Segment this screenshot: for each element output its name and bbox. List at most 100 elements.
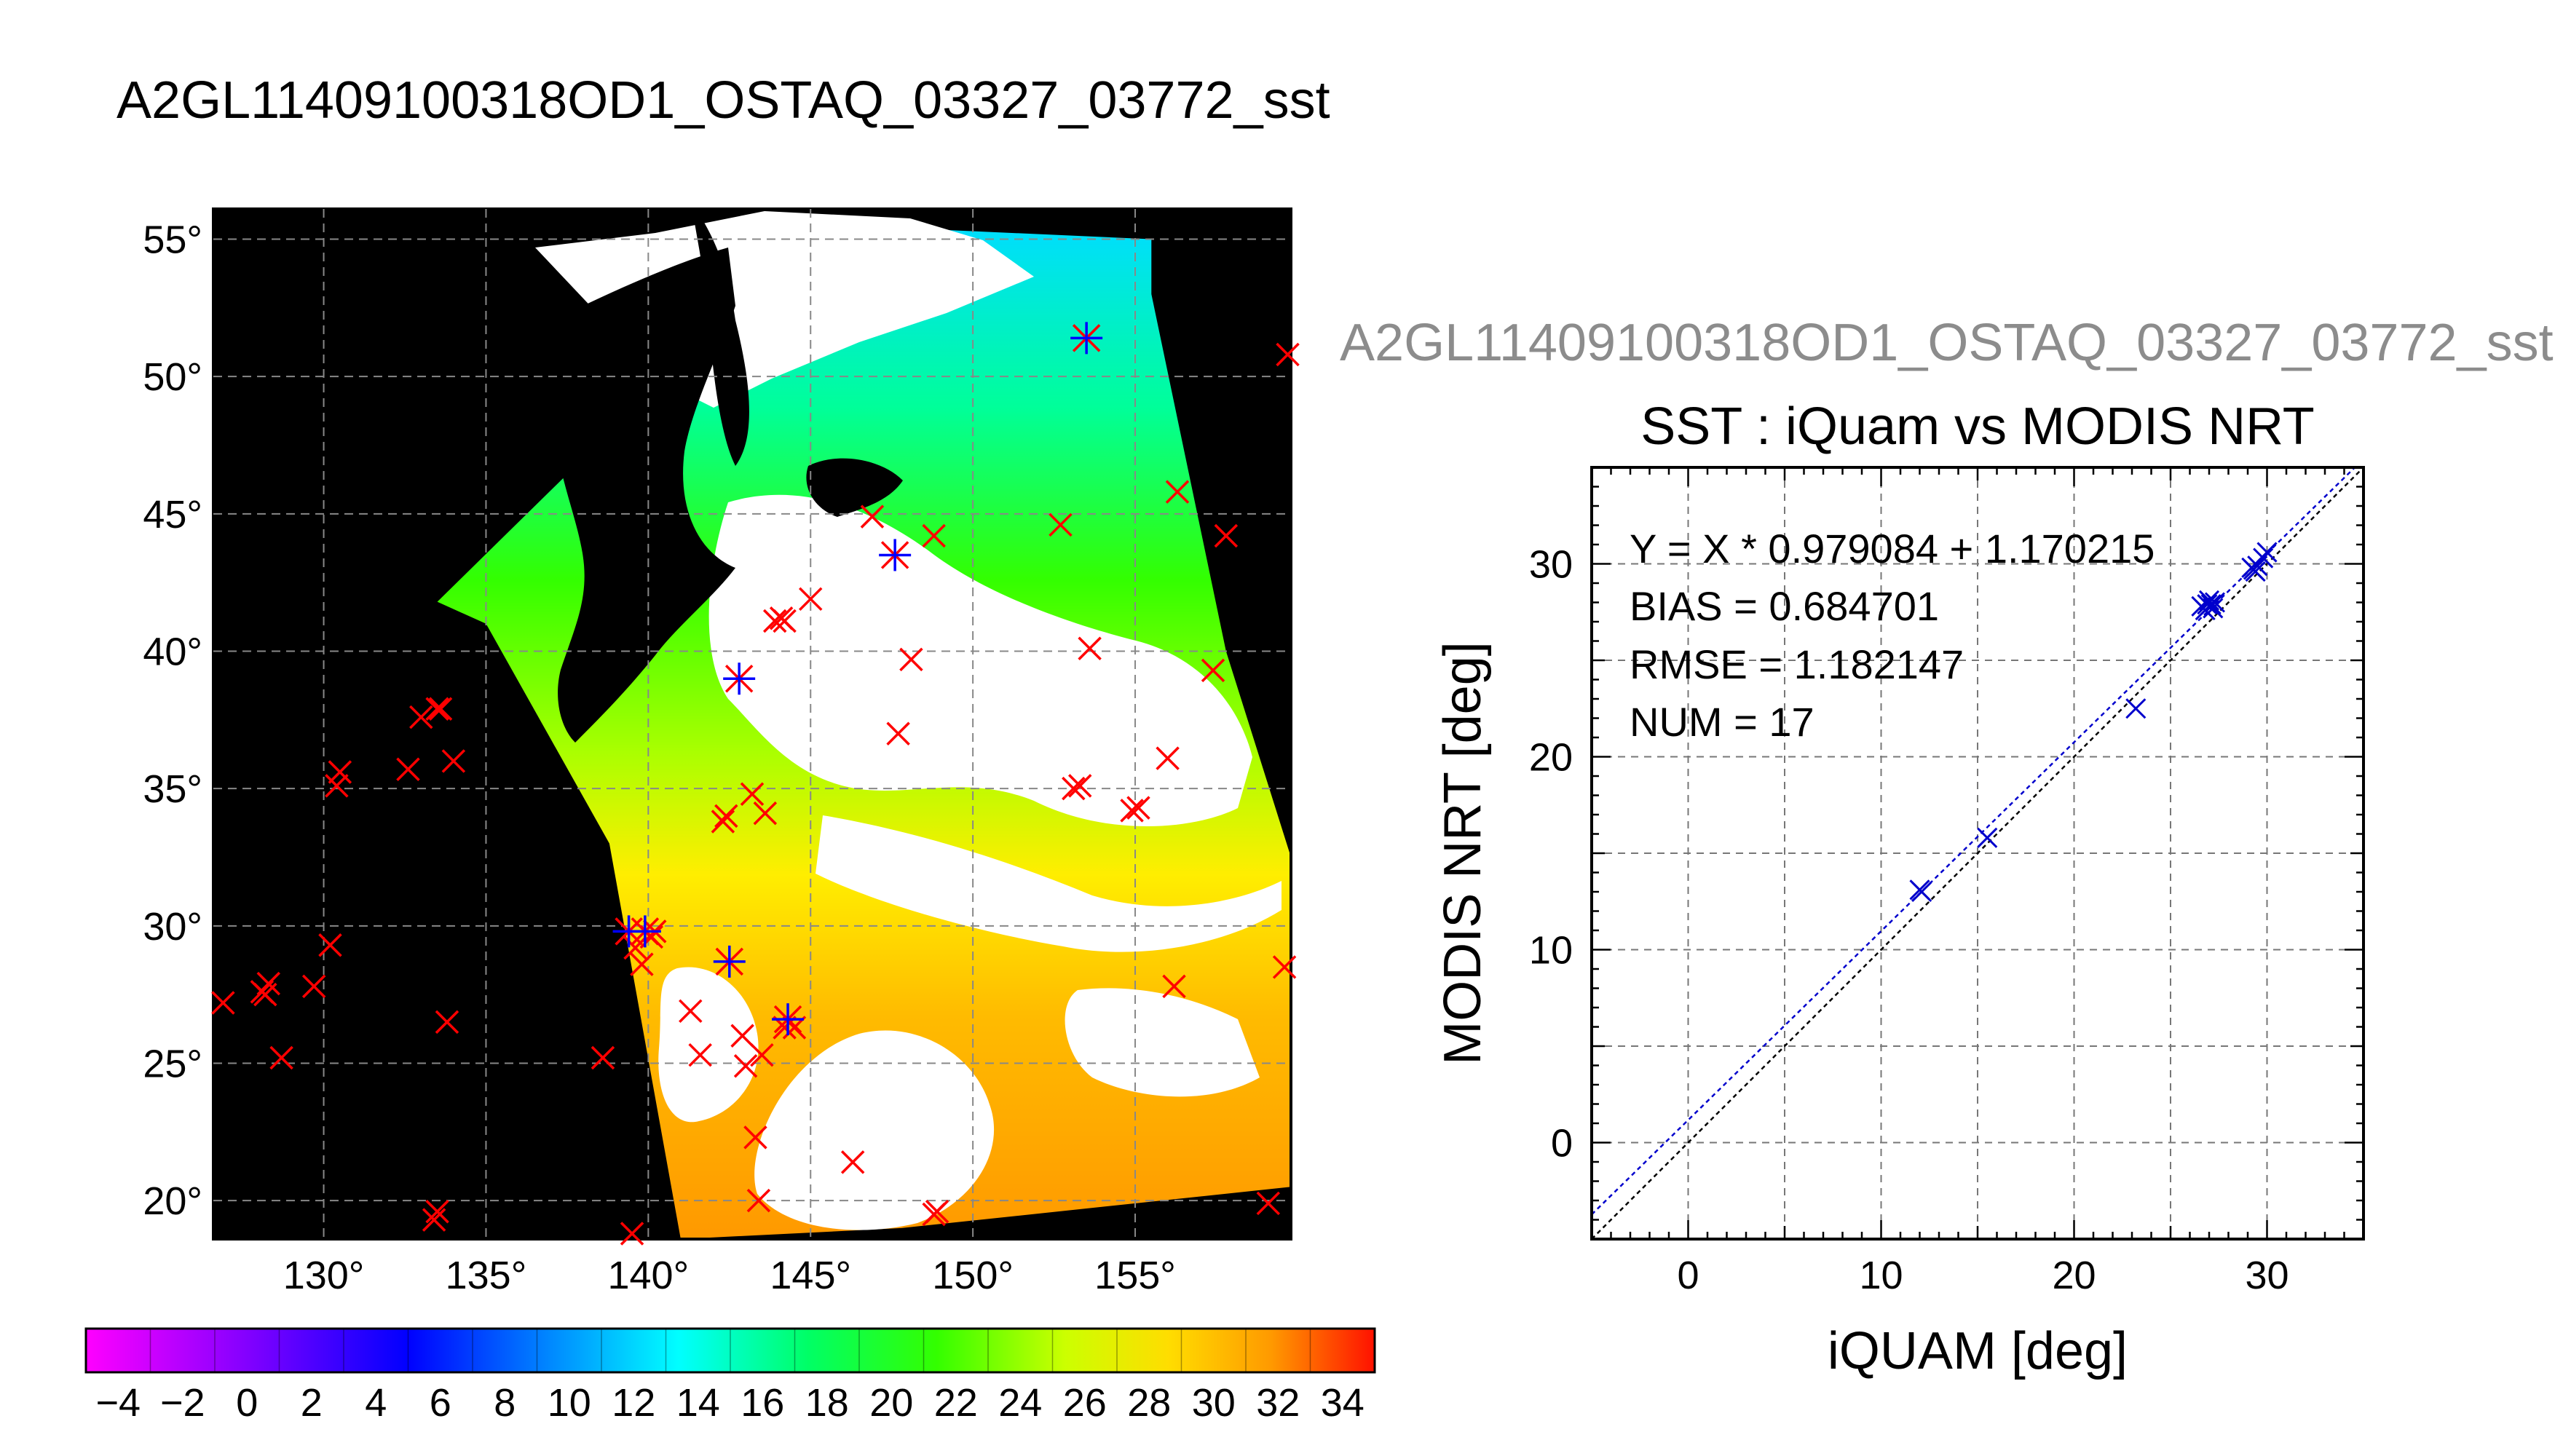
in-situ-marker-stroke-b [730, 1024, 754, 1048]
colorbar-tick-label: 8 [494, 1381, 516, 1425]
y-axis-label: MODIS NRT [deg] [1434, 641, 1492, 1065]
in-situ-marker [620, 1222, 644, 1246]
in-situ-marker [886, 721, 910, 745]
in-situ-marker-stroke-b [1272, 955, 1297, 979]
in-situ-marker-stroke-b [1062, 776, 1086, 801]
map-x-tick-label: 135° [446, 1254, 527, 1297]
figure-title: A2GL11409100318OD1_OSTAQ_03327_03772_sst [117, 71, 1330, 130]
scatter-point [1977, 827, 1998, 848]
scatter-y-tick-label: 0 [1551, 1122, 1573, 1166]
in-situ-marker-stroke-b [899, 647, 923, 672]
scatter-point-stroke-b [2204, 592, 2226, 613]
scatter-point-stroke-b [2198, 590, 2220, 611]
in-situ-marker-stroke-b [711, 810, 735, 834]
in-situ-marker [250, 980, 275, 1004]
matched-marker [713, 945, 746, 978]
colorbar-tick-label: 16 [741, 1381, 784, 1425]
map-x-tick-label: 140° [607, 1254, 689, 1297]
in-situ-marker-stroke-b [733, 1054, 758, 1078]
in-situ-marker-stroke-b [746, 1188, 771, 1213]
matched-marker [772, 1003, 805, 1036]
scatter-point-stroke-b [2200, 594, 2222, 615]
matched-marker [628, 915, 661, 948]
map-y-tick-label: 20° [143, 1179, 202, 1223]
in-situ-marker-stroke-b [211, 991, 235, 1015]
in-situ-marker [860, 505, 885, 529]
map-y-tick-label: 30° [143, 905, 202, 949]
colorbar-tick-label: 18 [805, 1381, 849, 1425]
matched-marker [723, 662, 756, 695]
map-markers [211, 322, 1300, 1246]
in-situ-marker-stroke-b [1165, 480, 1190, 504]
scatter-x-tick-label: 0 [1677, 1254, 1699, 1297]
in-situ-marker [773, 609, 797, 633]
in-situ-marker-stroke-b [422, 1208, 446, 1232]
map-x-tick-label: 155° [1094, 1254, 1176, 1297]
colorbar-tick-label: 28 [1127, 1381, 1171, 1425]
in-situ-marker [743, 1125, 767, 1150]
in-situ-marker-stroke-b [1156, 746, 1180, 770]
in-situ-marker-stroke-b [620, 1222, 644, 1246]
in-situ-marker-stroke-b [318, 933, 342, 957]
in-situ-marker-stroke-b [740, 782, 765, 806]
in-situ-marker [1276, 342, 1300, 367]
in-situ-marker [301, 974, 326, 999]
in-situ-marker [1162, 974, 1186, 999]
in-situ-marker-stroke-b [1201, 658, 1225, 683]
scatter-point [2203, 598, 2224, 619]
scatter-title: SST : iQuam vs MODIS NRT [1640, 397, 2315, 456]
in-situ-marker-stroke-b [1126, 796, 1150, 820]
in-situ-marker [1156, 746, 1180, 770]
scatter-ticks: 0 10 20 30 0 10 20 30 [1529, 466, 2365, 1297]
colorbar-tick-label: 4 [365, 1381, 387, 1425]
scatter-point-stroke-b [2203, 598, 2224, 619]
colorbar-gradient [84, 1327, 1376, 1374]
map-x-tick-label: 145° [770, 1254, 851, 1297]
in-situ-marker [422, 1208, 446, 1232]
map-frame [212, 207, 1292, 1241]
in-situ-marker [269, 1045, 293, 1070]
in-situ-marker-stroke-b [623, 935, 647, 960]
in-situ-marker [591, 1045, 615, 1070]
in-situ-marker [679, 999, 703, 1024]
in-situ-marker-stroke-b [1120, 799, 1144, 823]
colorbar-tick-label: 22 [934, 1381, 978, 1425]
in-situ-marker-stroke-b [762, 609, 787, 633]
scatter-y-tick-label: 20 [1529, 736, 1573, 780]
in-situ-marker [1078, 636, 1102, 660]
scatter-panel: SST : iQuam vs MODIS NRT 0 10 20 300102030 … [1434, 397, 2365, 1380]
in-situ-marker [435, 1010, 459, 1034]
colorbar-tick-label: 20 [869, 1381, 913, 1425]
in-situ-marker [396, 757, 420, 781]
in-situ-marker-stroke-b [301, 974, 326, 999]
in-situ-marker [753, 801, 778, 826]
in-situ-marker [746, 1188, 771, 1213]
scatter-point-stroke-b [2125, 698, 2147, 719]
in-situ-marker [1126, 796, 1150, 820]
in-situ-marker-stroke-b [428, 697, 453, 721]
colorbar-tick-label: 10 [548, 1381, 591, 1425]
in-situ-marker [1068, 774, 1092, 798]
in-situ-marker [714, 804, 738, 828]
scatter-grid [1592, 467, 2364, 1239]
map-y-tick-label: 50° [143, 355, 202, 399]
matched-marker [1070, 322, 1103, 355]
scatter-point [2200, 594, 2222, 615]
map-y-tick-label: 25° [143, 1042, 202, 1086]
in-situ-marker [1165, 480, 1190, 504]
in-situ-marker [711, 810, 735, 834]
in-situ-marker-stroke-b [679, 999, 703, 1024]
in-situ-marker [922, 523, 946, 548]
scatter-point-stroke-b [1911, 881, 1932, 903]
colorbar-tick-labels: −4 −2 0 2 4 6 8 10 12 14 16 18 20 22 24 26 28 30 32 34 [95, 1329, 1365, 1425]
in-situ-marker-stroke-b [630, 952, 654, 976]
in-situ-marker [425, 1200, 449, 1224]
in-situ-marker-stroke-b [1214, 523, 1239, 548]
cloud-mask [535, 211, 1282, 1230]
in-situ-marker-stroke-b [425, 697, 449, 721]
in-situ-marker-stroke-b [688, 1042, 712, 1067]
in-situ-marker-stroke-b [269, 1045, 293, 1070]
in-situ-marker [922, 1202, 946, 1227]
in-situ-marker [1062, 776, 1086, 801]
in-situ-marker [328, 760, 352, 784]
